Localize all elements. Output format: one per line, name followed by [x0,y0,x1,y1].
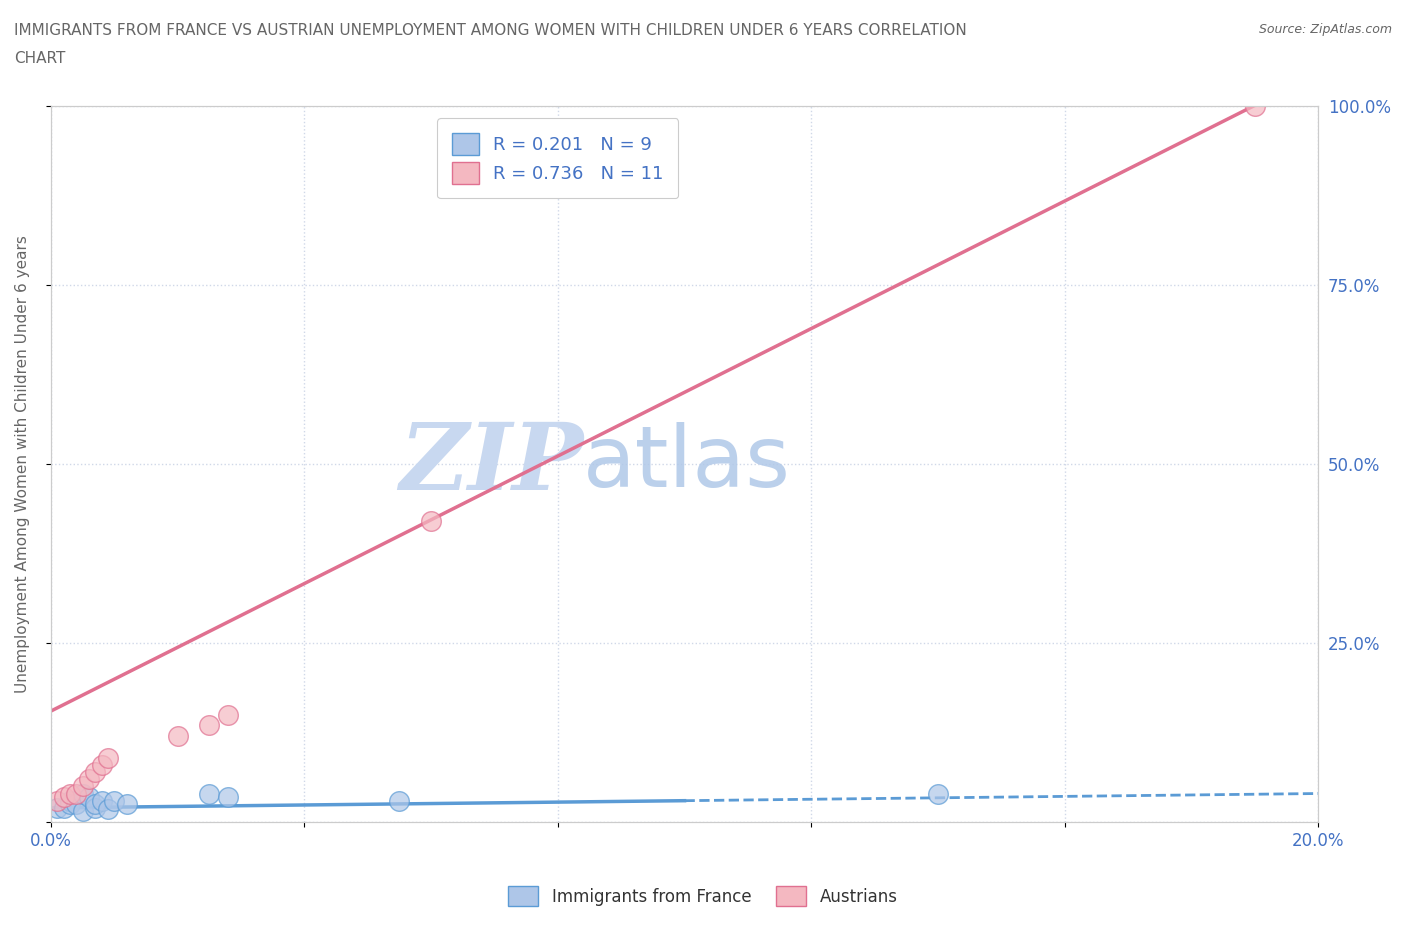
Legend: Immigrants from France, Austrians: Immigrants from France, Austrians [502,880,904,912]
Y-axis label: Unemployment Among Women with Children Under 6 years: Unemployment Among Women with Children U… [15,235,30,693]
Point [115,797,138,812]
Point [90,793,112,808]
Text: ZIP: ZIP [399,418,583,509]
Point [59,786,82,801]
Point [46,801,69,816]
Text: Source: ZipAtlas.com: Source: ZipAtlas.com [1258,23,1392,36]
Point [72,804,94,819]
Point [52,801,75,816]
Point [166,729,188,744]
Text: atlas: atlas [583,422,792,505]
Point [198,718,221,733]
Point [65,786,87,801]
Point [388,793,411,808]
Point [77,790,100,804]
Point [217,708,239,723]
Point [65,797,87,812]
Text: IMMIGRANTS FROM FRANCE VS AUSTRIAN UNEMPLOYMENT AMONG WOMEN WITH CHILDREN UNDER : IMMIGRANTS FROM FRANCE VS AUSTRIAN UNEMP… [14,23,967,38]
Legend: R = 0.201   N = 9, R = 0.736   N = 11: R = 0.201 N = 9, R = 0.736 N = 11 [437,118,678,198]
Point [52,790,75,804]
Point [90,757,112,772]
Point [72,779,94,794]
Point [77,772,100,787]
Point [72,786,94,801]
Point [59,797,82,812]
Point [59,793,82,808]
Point [198,786,221,801]
Point [1244,99,1267,113]
Point [97,802,120,817]
Text: CHART: CHART [14,51,66,66]
Point [46,793,69,808]
Point [103,793,125,808]
Point [84,801,107,816]
Point [84,797,107,812]
Point [927,786,949,801]
Point [420,513,443,528]
Point [84,764,107,779]
Point [217,790,239,804]
Point [97,751,120,765]
